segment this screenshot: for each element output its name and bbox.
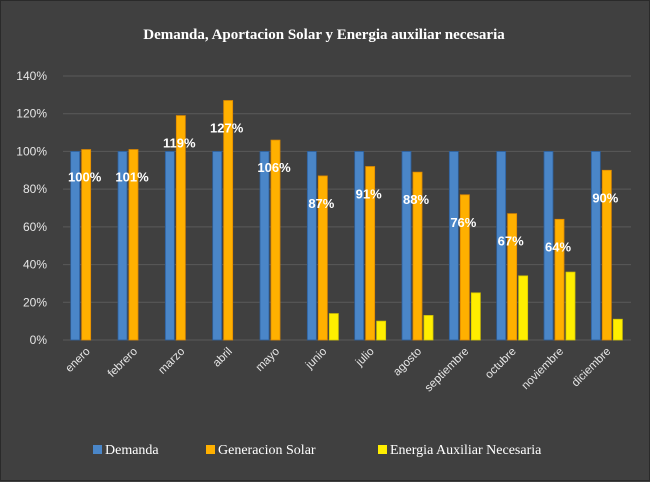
bar-demanda-septiembre (448, 151, 459, 341)
x-tick-label: noviembre (520, 346, 566, 392)
y-tick-label: 80% (23, 182, 47, 196)
x-tick-label: julio (353, 346, 377, 370)
bar-demanda-octubre (496, 151, 507, 341)
gridlines (63, 75, 631, 341)
legend-label: Generacion Solar (218, 443, 316, 458)
bar-generacion-solar-diciembre (601, 169, 612, 341)
bar-demanda-agosto (401, 151, 412, 341)
data-label: 67% (498, 234, 524, 249)
y-tick-label: 40% (23, 258, 47, 272)
legend-swatch (206, 445, 215, 454)
x-axis-ticks: enero febrero marzo abril mayo junio julio agos… (63, 346, 613, 395)
y-tick-label: 140% (16, 69, 47, 83)
data-label: 87% (308, 196, 334, 211)
x-tick-label: junio (303, 346, 329, 372)
bar-demanda-noviembre (543, 151, 554, 341)
x-tick-label: septiembre (423, 346, 472, 395)
x-tick-label: mayo (254, 346, 282, 374)
data-label: 76% (450, 215, 476, 230)
bar-demanda-julio (354, 151, 365, 341)
legend-label: Energia Auxiliar Necesaria (390, 443, 542, 458)
data-label: 100% (68, 170, 102, 185)
bar-energia-auxiliar-necesaria-noviembre (565, 271, 576, 341)
data-label: 64% (545, 239, 571, 254)
bar-generacion-solar-octubre (507, 213, 518, 341)
data-label: 88% (403, 192, 429, 207)
y-axis-ticks: 0% 20% 40% 60% 80% 100% 120% 140% (16, 69, 47, 347)
x-tick-label: agosto (391, 346, 424, 379)
bar-energia-auxiliar-necesaria-junio (328, 313, 339, 341)
bar-energia-auxiliar-necesaria-diciembre (612, 318, 623, 341)
data-label: 127% (210, 121, 244, 136)
bar-generacion-solar-agosto (412, 171, 423, 341)
legend-swatch (93, 445, 102, 454)
bar-demanda-enero (70, 151, 81, 341)
y-tick-label: 20% (23, 295, 47, 309)
y-tick-label: 120% (16, 107, 47, 121)
bar-demanda-marzo (164, 151, 175, 341)
bar-demanda-diciembre (590, 151, 601, 341)
bar-generacion-solar-marzo (175, 115, 186, 341)
x-tick-label: enero (63, 346, 92, 375)
data-label: 119% (163, 136, 196, 151)
bar-generacion-solar-julio (365, 166, 376, 341)
bar-demanda-febrero (117, 151, 128, 341)
bar-demanda-junio (306, 151, 317, 341)
y-tick-label: 60% (23, 220, 47, 234)
bar-generacion-solar-abril (223, 100, 234, 341)
x-tick-label: diciembre (570, 346, 614, 390)
bar-generacion-solar-enero (81, 149, 92, 341)
bar-generacion-solar-mayo (270, 139, 281, 341)
x-tick-label: marzo (156, 346, 187, 377)
legend-swatch (378, 445, 387, 454)
bar-generacion-solar-junio (317, 175, 328, 341)
x-tick-label: abril (211, 346, 235, 370)
bar-energia-auxiliar-necesaria-julio (376, 320, 387, 341)
data-label: 91% (356, 187, 382, 202)
bar-energia-auxiliar-necesaria-septiembre (470, 292, 481, 341)
y-tick-label: 100% (16, 144, 47, 158)
bar-energia-auxiliar-necesaria-agosto (423, 315, 434, 341)
bars (70, 100, 623, 341)
y-tick-label: 0% (30, 333, 48, 347)
legend: Demanda Generacion Solar Energia Auxiliar … (93, 443, 542, 458)
data-label: 106% (257, 160, 291, 175)
bar-generacion-solar-febrero (128, 149, 139, 341)
bar-generacion-solar-septiembre (459, 194, 470, 341)
data-labels: 100% 101% 119% 127% 106% 87% 91% 88% 76% 67% 64% 90… (68, 121, 619, 255)
chart-title: Demanda, Aportacion Solar y Energia auxi… (143, 27, 505, 43)
bar-energia-auxiliar-necesaria-octubre (518, 275, 529, 341)
x-tick-label: febrero (106, 346, 140, 380)
bar-demanda-abril (212, 151, 223, 341)
bar-demanda-mayo (259, 151, 270, 341)
data-label: 101% (115, 170, 149, 185)
x-tick-label: octubre (483, 346, 519, 382)
legend-label: Demanda (105, 443, 159, 458)
data-label: 90% (592, 190, 618, 205)
bar-generacion-solar-noviembre (554, 218, 565, 341)
